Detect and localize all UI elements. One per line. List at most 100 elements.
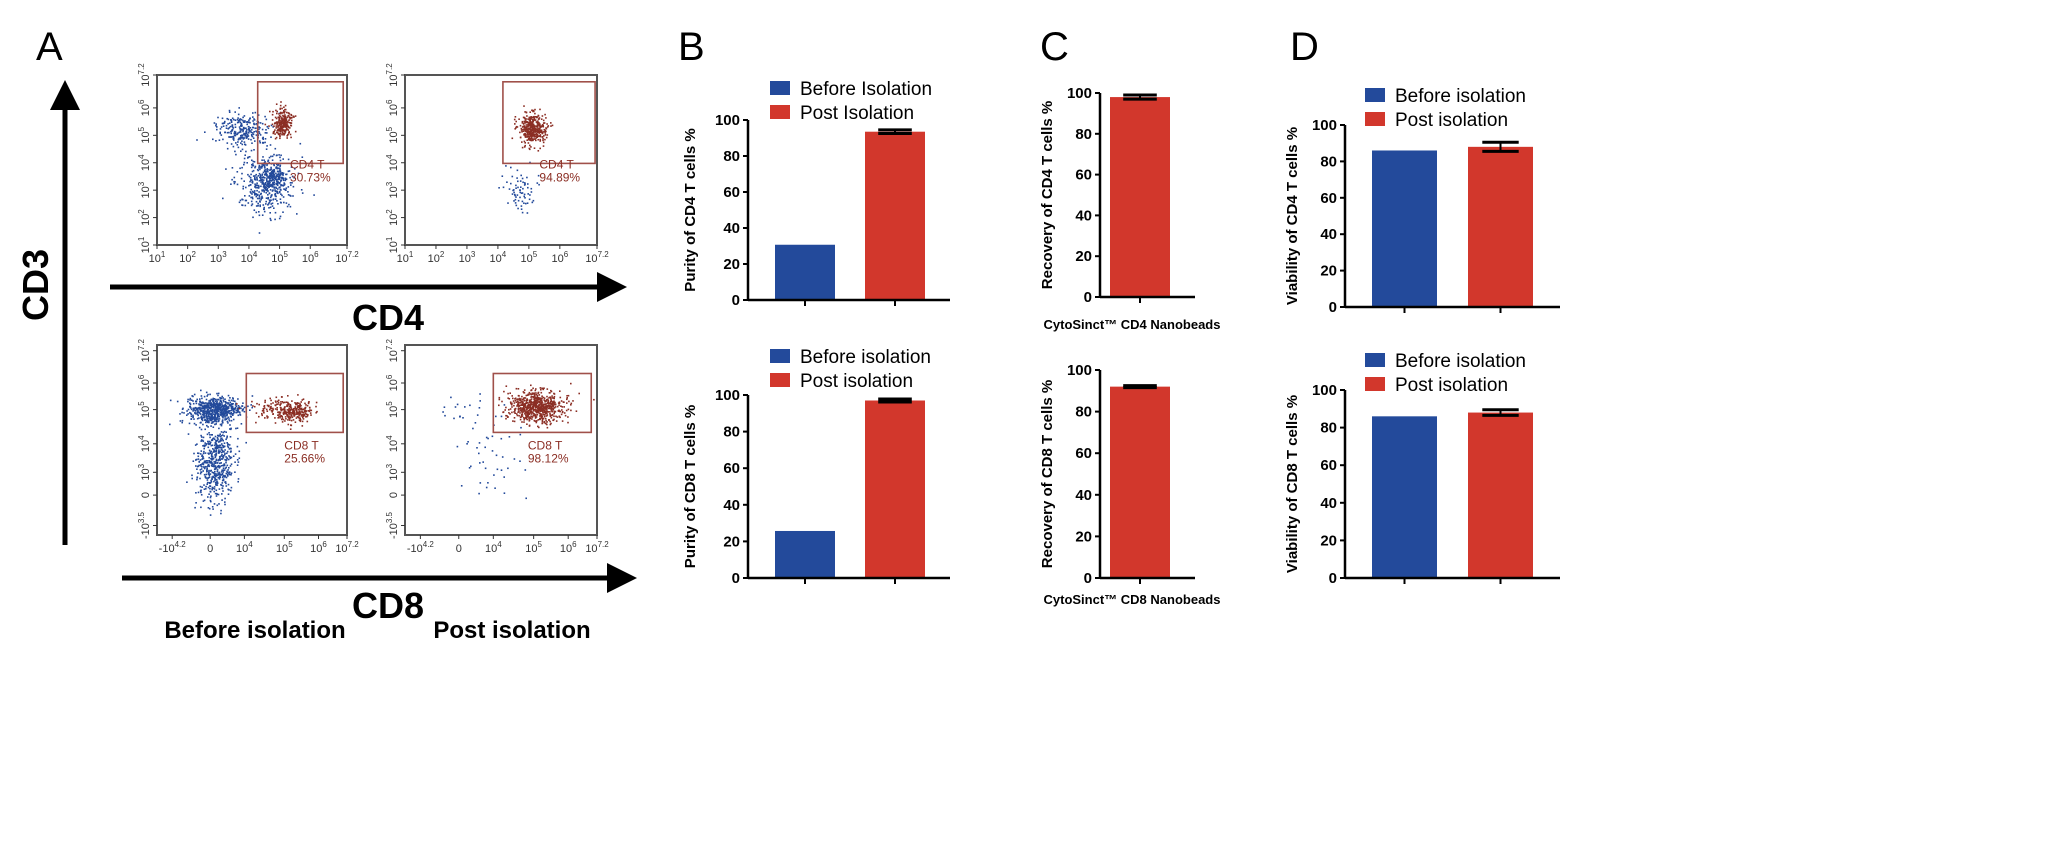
event-dot <box>234 404 237 406</box>
gated-event-dot <box>550 390 553 393</box>
event-dot <box>271 155 274 158</box>
gated-event-dot <box>546 134 549 136</box>
gated-event-dot <box>551 124 554 127</box>
gated-event-dot <box>523 140 526 143</box>
gated-event-dot <box>523 389 526 391</box>
event-dot <box>206 421 209 424</box>
event-dot <box>260 185 262 188</box>
event-dot <box>234 123 237 126</box>
event-dot <box>222 478 225 480</box>
event-dot <box>274 211 277 214</box>
event-dot <box>190 413 193 416</box>
event-dot <box>219 439 222 441</box>
event-dot <box>230 405 233 408</box>
gated-event-dot <box>535 400 538 402</box>
event-dot <box>215 417 218 420</box>
gated-event-dot <box>530 129 533 131</box>
gated-event-dot <box>558 404 560 406</box>
event-dot <box>197 409 199 412</box>
gated-event-dot <box>284 115 287 118</box>
event-dot <box>262 179 265 181</box>
gated-event-dot <box>292 115 295 118</box>
gated-event-dot <box>558 402 561 404</box>
gated-event-dot <box>542 125 544 127</box>
event-dot <box>456 445 459 448</box>
gated-event-dot <box>298 416 300 419</box>
event-dot <box>277 171 280 173</box>
event-dot <box>206 403 209 406</box>
event-dot <box>250 149 253 152</box>
gated-event-dot <box>523 105 525 107</box>
event-dot <box>176 400 179 403</box>
event-dot <box>200 428 203 431</box>
gated-event-dot <box>551 408 554 410</box>
gated-event-dot <box>548 405 550 407</box>
event-dot <box>251 181 253 183</box>
event-dot <box>210 402 212 404</box>
event-dot <box>519 433 522 436</box>
gated-event-dot <box>271 411 273 413</box>
event-dot <box>199 400 201 403</box>
tick-base: 0 <box>388 492 400 498</box>
event-dot <box>216 484 219 486</box>
event-dot <box>222 416 224 419</box>
event-dot <box>223 408 225 410</box>
event-dot <box>213 418 216 421</box>
tick-base: 10 <box>560 543 572 555</box>
gated-event-dot <box>546 399 548 401</box>
event-dot <box>195 465 197 467</box>
event-dot <box>267 196 269 199</box>
event-dot <box>196 417 199 420</box>
gated-event-dot <box>278 121 281 123</box>
gated-event-dot <box>526 411 528 413</box>
gated-event-dot <box>541 124 544 126</box>
event-dot <box>263 187 266 189</box>
gated-event-dot <box>279 411 282 414</box>
gated-event-dot <box>281 415 283 418</box>
gated-event-dot <box>537 425 539 428</box>
event-dot <box>226 452 228 455</box>
event-dot <box>285 173 288 176</box>
gated-event-dot <box>287 115 289 117</box>
legend-label: Post isolation <box>1395 375 1508 396</box>
event-dot <box>253 123 255 126</box>
event-dot <box>221 395 223 398</box>
event-dot <box>215 445 218 448</box>
event-dot <box>187 408 190 411</box>
event-dot <box>208 440 211 443</box>
event-dot <box>263 165 266 168</box>
event-dot <box>236 409 239 412</box>
gated-event-dot <box>270 409 273 412</box>
event-dot <box>192 395 194 398</box>
event-dot <box>196 478 198 481</box>
gated-event-dot <box>252 405 254 407</box>
gated-event-dot <box>521 415 524 417</box>
gated-event-dot <box>265 408 268 411</box>
gated-event-dot <box>270 403 272 405</box>
gated-event-dot <box>255 412 258 414</box>
gated-event-dot <box>575 410 578 412</box>
event-dot <box>207 410 210 412</box>
event-dot <box>523 184 526 186</box>
gated-event-dot <box>272 413 274 415</box>
event-dot <box>204 405 206 407</box>
event-dot <box>226 407 229 409</box>
event-dot <box>196 465 199 468</box>
gated-event-dot <box>283 125 286 127</box>
event-dot <box>232 412 235 415</box>
gated-event-dot <box>540 125 542 128</box>
event-dot <box>232 400 235 402</box>
event-dot <box>269 189 272 191</box>
gated-event-dot <box>275 117 278 120</box>
gated-event-dot <box>538 127 541 130</box>
event-dot <box>503 492 506 494</box>
gated-event-dot <box>288 405 291 408</box>
gated-event-dot <box>309 407 311 409</box>
gated-event-dot <box>279 416 281 419</box>
y-tick-label: 106 <box>137 99 152 116</box>
event-dot <box>524 197 526 199</box>
gated-event-dot <box>278 119 280 122</box>
gated-event-dot <box>546 412 548 415</box>
event-dot <box>254 175 256 177</box>
event-dot <box>519 460 521 462</box>
